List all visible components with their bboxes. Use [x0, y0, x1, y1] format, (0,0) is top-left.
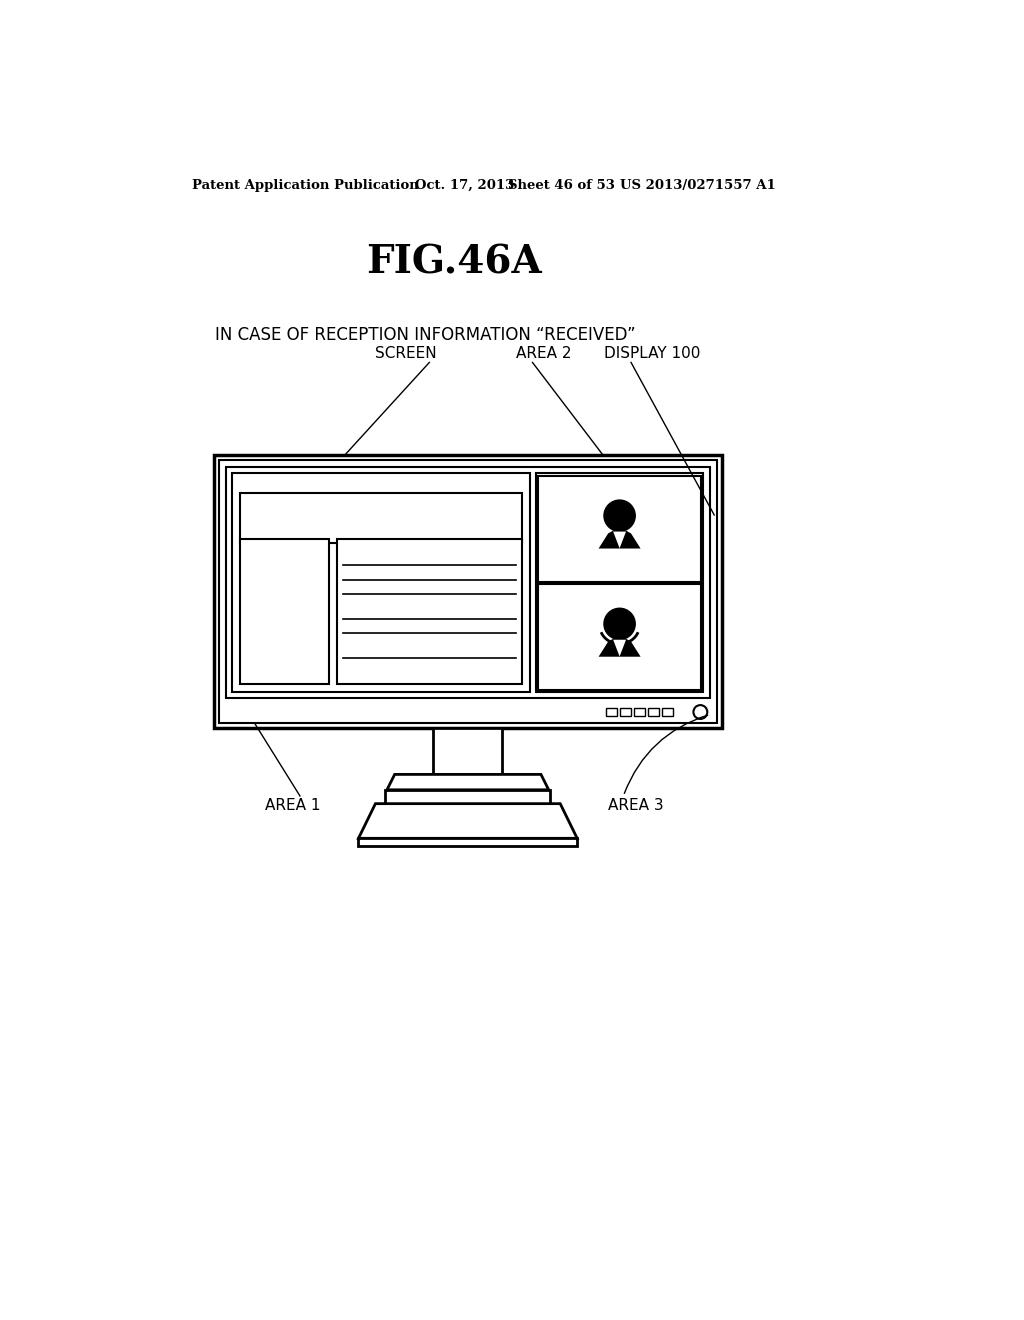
Bar	[538, 475, 701, 582]
Bar	[219, 461, 717, 723]
Polygon shape	[358, 804, 578, 838]
Polygon shape	[387, 775, 549, 789]
Circle shape	[604, 500, 635, 531]
Bar	[358, 838, 578, 846]
Bar	[648, 708, 658, 715]
Circle shape	[693, 705, 708, 719]
Polygon shape	[613, 640, 626, 656]
Polygon shape	[600, 532, 639, 548]
Text: AREA 2: AREA 2	[515, 346, 571, 360]
Text: DISPLAY 100: DISPLAY 100	[604, 346, 700, 360]
Bar	[240, 539, 329, 684]
Text: SCREEN: SCREEN	[376, 346, 437, 360]
Bar	[214, 455, 722, 729]
Circle shape	[604, 609, 635, 639]
Text: AREA 3: AREA 3	[608, 797, 664, 813]
Bar	[606, 708, 617, 715]
Polygon shape	[385, 789, 550, 804]
Text: Oct. 17, 2013: Oct. 17, 2013	[416, 178, 515, 191]
Bar	[621, 708, 631, 715]
Text: IN CASE OF RECEPTION INFORMATION “RECEIVED”: IN CASE OF RECEPTION INFORMATION “RECEIV…	[215, 326, 636, 345]
Bar	[536, 474, 703, 692]
Text: AREA 1: AREA 1	[264, 797, 321, 813]
Text: Patent Application Publication: Patent Application Publication	[193, 178, 419, 191]
Polygon shape	[613, 532, 626, 548]
Text: US 2013/0271557 A1: US 2013/0271557 A1	[620, 178, 775, 191]
Bar	[433, 729, 503, 775]
Bar	[226, 467, 710, 698]
Bar	[240, 492, 522, 543]
Bar	[634, 708, 645, 715]
FancyArrow shape	[616, 524, 624, 533]
Text: FIG.46A: FIG.46A	[367, 243, 542, 281]
Bar	[232, 474, 529, 692]
Text: Sheet 46 of 53: Sheet 46 of 53	[508, 178, 614, 191]
Polygon shape	[600, 640, 639, 656]
Bar	[337, 539, 522, 684]
Bar	[662, 708, 673, 715]
FancyArrow shape	[616, 632, 624, 642]
Bar	[538, 583, 701, 689]
